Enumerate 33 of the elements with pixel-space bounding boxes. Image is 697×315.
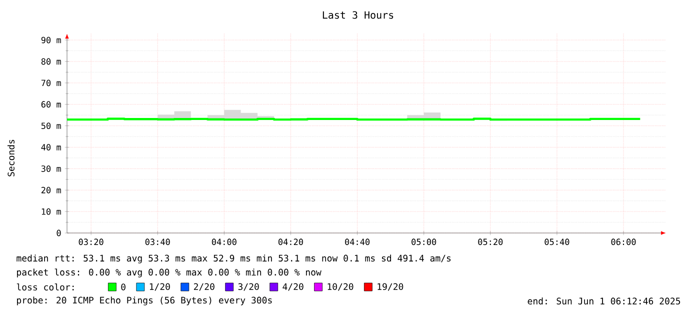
legend-label: 10/20	[328, 283, 354, 291]
text: median rtt: 53.1 ms avg 53.3 ms max 52.9 ms min 53.1 ms now 0.1 ms sd 491.4 am/s	[16, 254, 451, 264]
x-tick-label: 05:20	[478, 238, 503, 246]
y-tick-label: 70 m	[41, 80, 61, 86]
chart-title: Last 3 Hours	[322, 11, 394, 19]
legend-title: loss color:	[16, 283, 74, 290]
x-tick-label: 05:40	[544, 238, 570, 246]
legend-label: 19/20	[378, 283, 404, 291]
y-tick-label: 30 m	[41, 165, 61, 172]
x-tick-label: 03:40	[145, 238, 170, 246]
x-tick-label: 06:00	[611, 238, 636, 246]
legend-label: 1/20	[150, 283, 170, 291]
y-tick-label: 10 m	[42, 208, 61, 215]
y-tick-label: 80 m	[41, 58, 61, 65]
x-tick-label: 04:40	[345, 238, 370, 246]
text: probe: 20 ICMP Echo Pings (56 Bytes) every 300s	[17, 296, 272, 306]
y-axis-title: Seconds	[8, 140, 14, 176]
text: end: Sun Jun 1 06:12:46 2025	[528, 298, 680, 304]
text: packet loss: 0.00 % avg 0.00 % max 0.00 % min 0.00 % now	[17, 268, 322, 278]
legend-label: 2/20	[194, 283, 214, 291]
x-tick-label: 03:20	[78, 238, 104, 246]
legend-label: 0	[121, 284, 126, 290]
y-tick-label: 90 m	[41, 36, 61, 44]
y-tick-label: 60 m	[41, 101, 61, 108]
y-tick-label: 50 m	[41, 122, 61, 130]
y-tick-label: 20 m	[42, 186, 61, 194]
x-tick-label: 04:20	[278, 238, 303, 246]
legend-label: 3/20	[238, 283, 259, 291]
legend-label: 4/20	[282, 283, 304, 291]
y-tick-label: 40 m	[41, 144, 61, 150]
x-tick-label: 05:00	[412, 238, 436, 246]
y-tick-label: 0	[56, 230, 61, 236]
x-tick-label: 04:00	[212, 238, 236, 246]
